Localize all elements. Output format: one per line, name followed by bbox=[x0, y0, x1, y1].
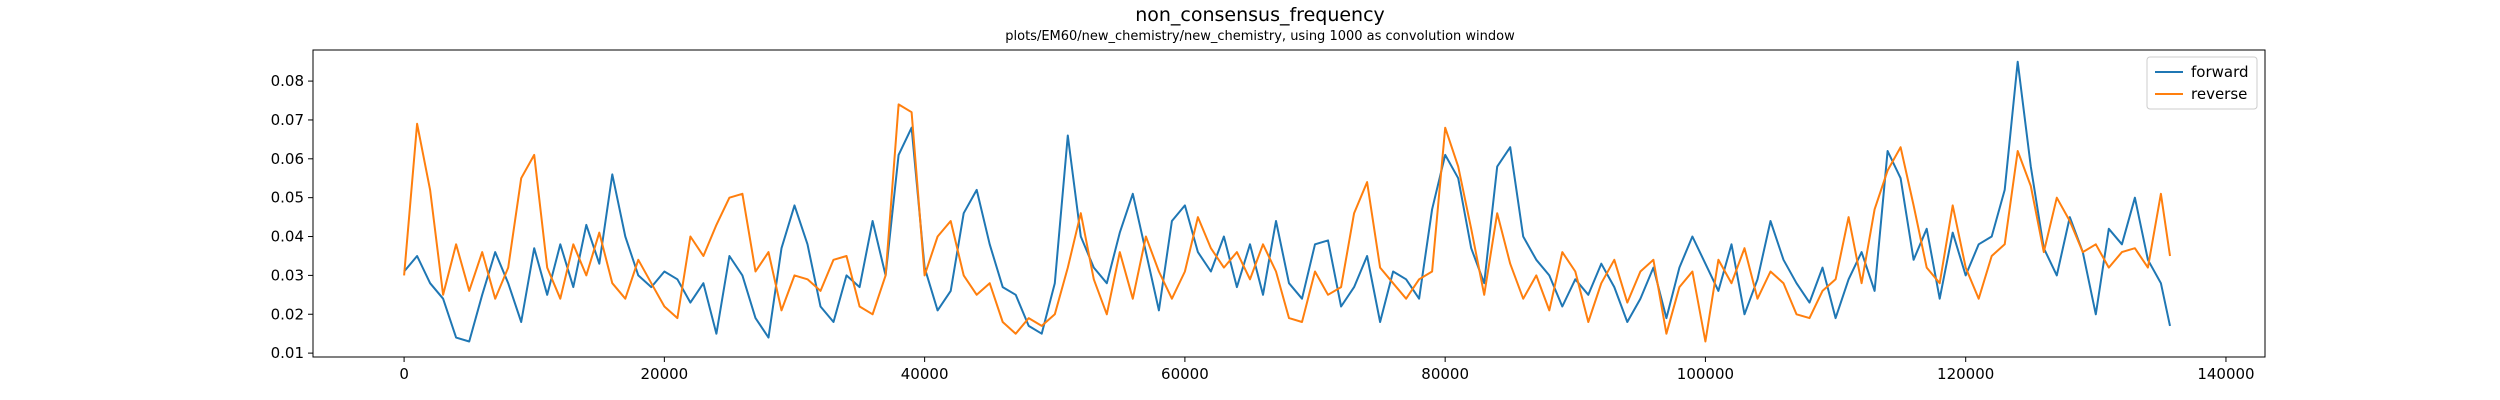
x-tick-label: 60000 bbox=[1161, 365, 1209, 383]
x-tick-label: 140000 bbox=[2197, 365, 2254, 383]
x-tick-label: 100000 bbox=[1677, 365, 1734, 383]
legend-label-forward: forward bbox=[2191, 63, 2249, 81]
x-tick-label: 0 bbox=[399, 365, 409, 383]
legend: forward reverse bbox=[2146, 56, 2258, 110]
y-tick-label: 0.02 bbox=[271, 305, 304, 323]
series-layer bbox=[403, 60, 2171, 343]
y-axis: 0.01 0.02 0.03 0.04 0.05 0.06 0.07 0.08 bbox=[271, 72, 313, 362]
y-tick-label: 0.05 bbox=[271, 189, 304, 207]
y-tick-label: 0.07 bbox=[271, 111, 304, 129]
y-tick-label: 0.06 bbox=[271, 150, 304, 168]
x-axis: 0 20000 40000 60000 80000 100000 120000 140000 bbox=[399, 357, 2255, 383]
x-tick-label: 80000 bbox=[1421, 365, 1469, 383]
series-line-forward bbox=[403, 60, 2171, 343]
legend-box bbox=[2146, 56, 2258, 110]
y-tick-label: 0.01 bbox=[271, 344, 304, 362]
y-tick-label: 0.08 bbox=[271, 72, 304, 90]
series-line-reverse bbox=[403, 103, 2171, 343]
x-tick-label: 20000 bbox=[641, 365, 689, 383]
x-tick-label: 120000 bbox=[1937, 365, 1994, 383]
y-tick-label: 0.04 bbox=[271, 228, 304, 246]
legend-label-reverse: reverse bbox=[2191, 85, 2247, 103]
x-tick-label: 40000 bbox=[901, 365, 949, 383]
y-tick-label: 0.03 bbox=[271, 266, 304, 284]
axes-frame bbox=[312, 49, 2266, 358]
chart-title: non_consensus_frequency bbox=[1135, 4, 1385, 26]
chart-subtitle: plots/EM60/new_chemistry/new_chemistry, … bbox=[1005, 29, 1515, 44]
plot-area: 0 20000 40000 60000 80000 100000 120000 140000 … bbox=[271, 49, 2266, 383]
